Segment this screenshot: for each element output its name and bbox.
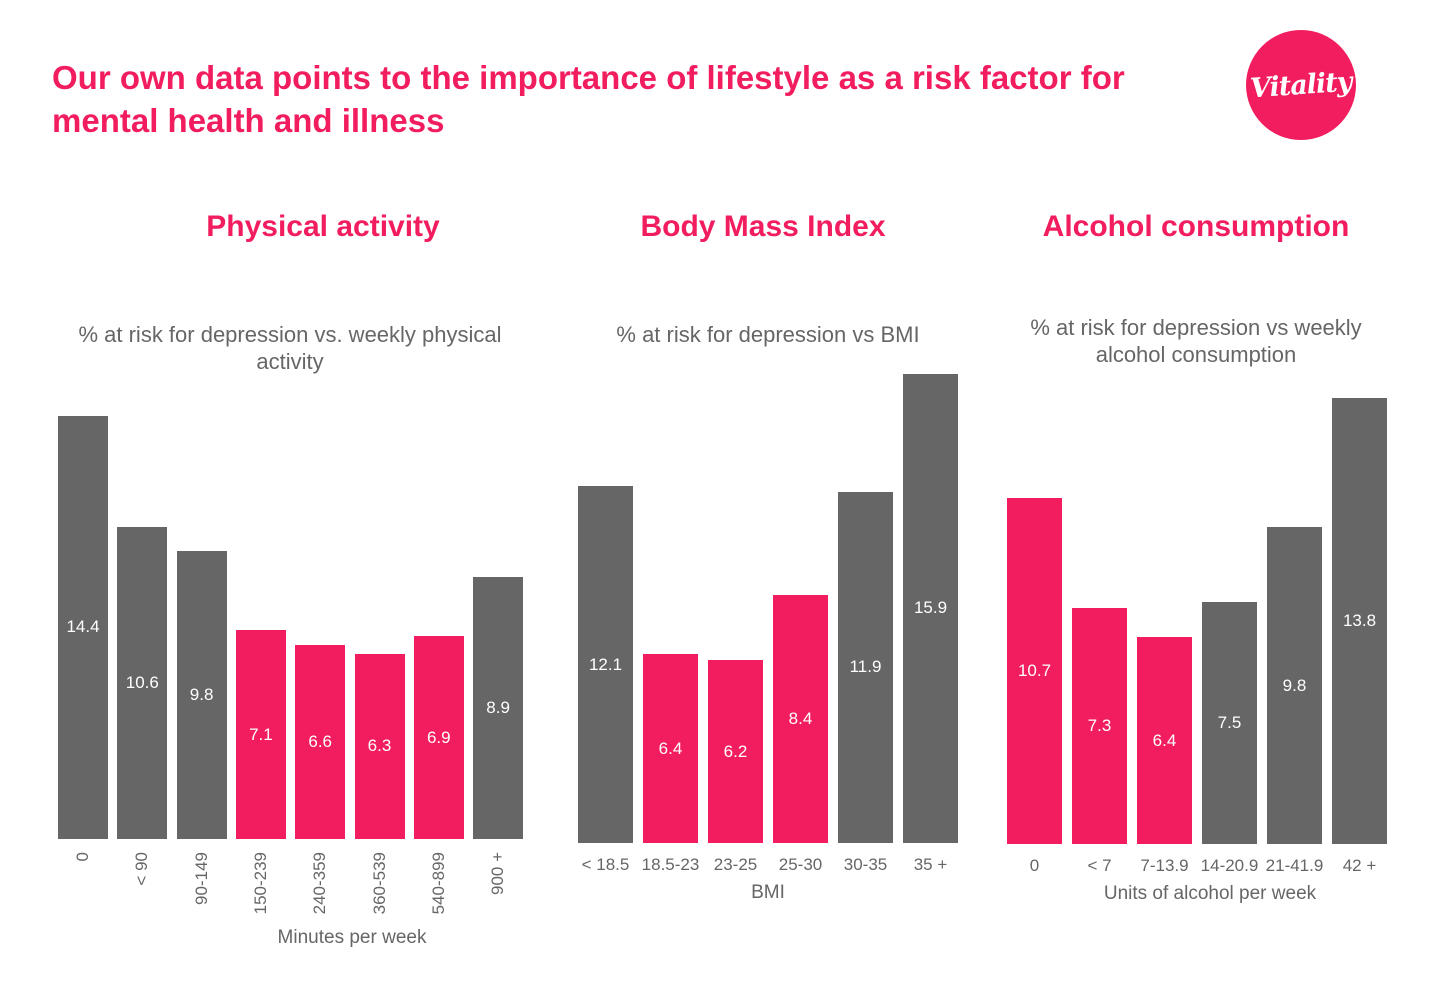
x-tick-label: 42 + bbox=[1342, 856, 1377, 875]
bar bbox=[295, 644, 346, 839]
x-tick-label: 30-35 bbox=[843, 855, 888, 874]
data-label: 6.4 bbox=[1152, 730, 1177, 750]
data-label: 7.5 bbox=[1217, 712, 1242, 732]
bar bbox=[1072, 608, 1127, 844]
x-tick-label: 21-41.9 bbox=[1265, 856, 1324, 875]
bar bbox=[708, 660, 763, 843]
bar bbox=[838, 491, 893, 843]
bar bbox=[58, 415, 108, 839]
section-title-physical-activity: Physical activity bbox=[206, 210, 440, 243]
bar bbox=[1007, 498, 1062, 844]
section-title-alcohol: Alcohol consumption bbox=[1042, 210, 1350, 243]
chart-subtitle-physical-activity: % at risk for depression vs. weekly phys… bbox=[78, 322, 502, 374]
x-tick-label: 540-899 bbox=[428, 852, 448, 915]
x-tick-label: < 18.5 bbox=[581, 855, 630, 874]
data-label: 15.9 bbox=[913, 598, 948, 618]
bar bbox=[473, 577, 524, 839]
bar bbox=[773, 595, 828, 843]
data-label: 8.9 bbox=[486, 698, 510, 718]
data-label: 7.3 bbox=[1087, 716, 1112, 736]
logo-text: Vitality bbox=[1249, 66, 1353, 104]
bar bbox=[1202, 601, 1257, 844]
x-tick-label: 900 + bbox=[488, 852, 508, 896]
x-tick-label: 150-239 bbox=[250, 852, 270, 915]
bar bbox=[176, 550, 227, 839]
data-label: 8.4 bbox=[788, 709, 813, 729]
x-tick-label: 240-359 bbox=[310, 852, 330, 915]
vitality-logo: Vitality bbox=[1246, 30, 1356, 140]
data-label: 6.6 bbox=[308, 731, 332, 751]
bar bbox=[643, 654, 698, 843]
x-axis-label-physical-activity: Minutes per week bbox=[277, 927, 427, 948]
data-label: 10.7 bbox=[1017, 661, 1052, 681]
x-tick-label: < 90 bbox=[132, 852, 152, 886]
x-tick-label: 18.5-23 bbox=[641, 855, 700, 874]
x-tick-label: 23-25 bbox=[713, 855, 758, 874]
bar bbox=[578, 486, 633, 843]
x-tick-label: 360-539 bbox=[369, 852, 389, 915]
x-tick-label: < 7 bbox=[1087, 856, 1112, 875]
x-tick-label: 90-149 bbox=[191, 852, 211, 905]
bar bbox=[117, 527, 168, 839]
data-label: 11.9 bbox=[849, 657, 882, 677]
section-title-bmi: Body Mass Index bbox=[640, 210, 886, 243]
data-label: 6.4 bbox=[658, 738, 683, 758]
x-axis-label-alcohol: Units of alcohol per week bbox=[1103, 883, 1317, 904]
data-label: 10.6 bbox=[125, 673, 159, 693]
bar bbox=[413, 636, 464, 839]
x-tick-label: 0 bbox=[73, 852, 92, 862]
bar bbox=[903, 373, 958, 843]
x-tick-label: 0 bbox=[1029, 856, 1040, 875]
x-axis-label-bmi: BMI bbox=[751, 882, 785, 903]
x-tick-label: 7-13.9 bbox=[1140, 856, 1189, 875]
data-label: 12.1 bbox=[588, 654, 623, 674]
chart-subtitle-bmi: % at risk for depression vs BMI bbox=[616, 322, 920, 347]
data-label: 9.8 bbox=[1282, 675, 1307, 695]
page-title: Our own data points to the importance of… bbox=[52, 59, 1125, 139]
x-tick-label: 25-30 bbox=[778, 855, 823, 874]
bar bbox=[354, 653, 405, 839]
data-label: 6.2 bbox=[723, 741, 748, 761]
x-tick-label: 14-20.9 bbox=[1200, 856, 1259, 875]
bar bbox=[1332, 398, 1387, 844]
data-label: 14.4 bbox=[66, 617, 100, 637]
chart-subtitle-alcohol: % at risk for depression vs weekly alcoh… bbox=[1030, 315, 1362, 367]
data-label: 7.1 bbox=[249, 724, 273, 744]
data-label: 6.3 bbox=[367, 736, 392, 756]
x-tick-label: 35 + bbox=[913, 855, 948, 874]
bar bbox=[235, 630, 286, 839]
data-label: 9.8 bbox=[189, 684, 214, 704]
bar bbox=[1267, 527, 1322, 844]
data-label: 6.9 bbox=[426, 727, 451, 747]
data-label: 13.8 bbox=[1342, 611, 1377, 631]
bar bbox=[1137, 637, 1192, 844]
